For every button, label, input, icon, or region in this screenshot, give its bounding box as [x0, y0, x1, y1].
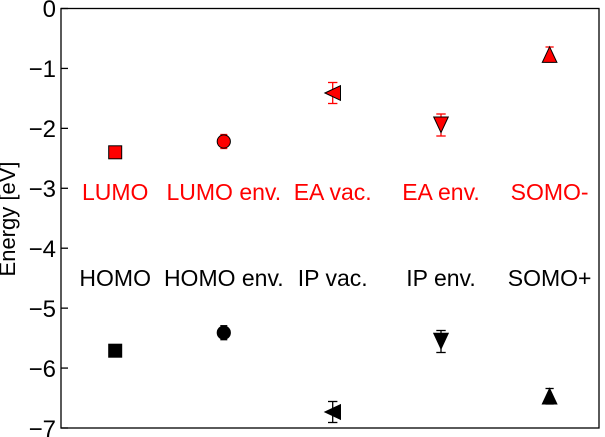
- svg-text:−5: −5: [29, 296, 56, 323]
- svg-text:−4: −4: [29, 236, 56, 263]
- svg-text:−2: −2: [29, 116, 56, 143]
- svg-text:0: 0: [43, 0, 56, 23]
- svg-text:−7: −7: [29, 416, 56, 437]
- svg-text:−3: −3: [29, 176, 56, 203]
- svg-text:−6: −6: [29, 356, 56, 383]
- svg-text:Energy [eV]: Energy [eV]: [0, 162, 20, 277]
- svg-text:−1: −1: [29, 56, 56, 83]
